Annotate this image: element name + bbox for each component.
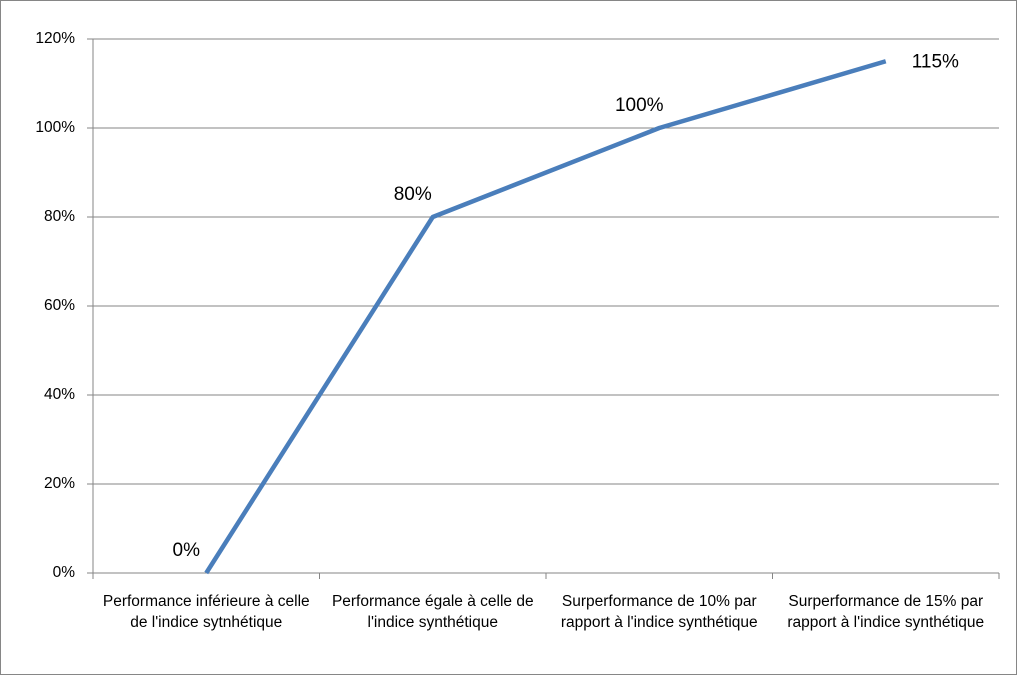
y-tick-label: 100% [35,119,75,136]
data-label: 80% [394,184,432,205]
data-label: 100% [615,95,664,116]
x-tick-label: Performance inférieure à celle de l'indi… [102,593,310,631]
y-tick-label: 80% [44,208,75,225]
x-tick-label: Surperformance de 10% par rapport à l'in… [560,593,758,631]
y-tick-label: 40% [44,386,75,403]
y-tick-label: 120% [35,30,75,47]
line-series [204,59,887,575]
data-label: 115% [912,51,959,72]
y-tick-label: 20% [44,475,75,492]
y-tick-label: 0% [53,564,76,581]
x-tick-label: Performance égale à celle de l'indice sy… [331,593,534,631]
x-tick-label: Surperformance de 15% par rapport à l'in… [787,593,985,631]
data-label: 0% [173,540,201,561]
y-tick-label: 60% [44,297,75,314]
